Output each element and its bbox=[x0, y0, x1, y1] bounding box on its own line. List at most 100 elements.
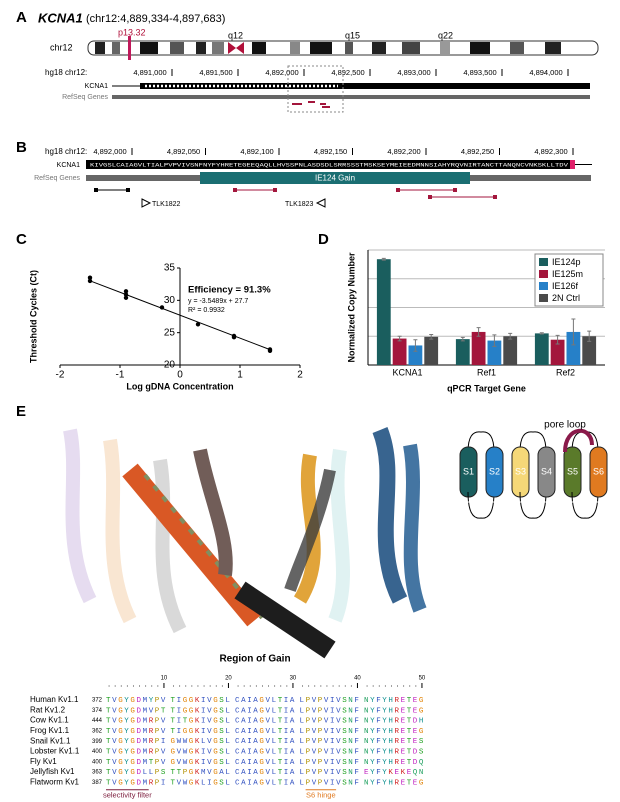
ideogram bbox=[87, 36, 599, 60]
segment bbox=[537, 446, 556, 498]
track-label: KCNA1 bbox=[57, 162, 80, 169]
x-tick-label: 0 bbox=[177, 370, 183, 381]
scale-label: 4,894,000 bbox=[529, 68, 562, 77]
scale: 4,891,000 4,891,500 4,892,000 4,892,500 4,89… bbox=[133, 68, 569, 77]
species: Human Kv1.1 bbox=[30, 695, 79, 704]
ruler-dot bbox=[145, 685, 147, 687]
primer-label: TLK1823 bbox=[285, 201, 314, 208]
scale-label: 4,892,300 bbox=[534, 147, 567, 156]
segment-label: S1 bbox=[463, 466, 474, 476]
pore-label: pore loop bbox=[544, 420, 586, 431]
ruler-dot bbox=[221, 685, 223, 687]
segment-label: S4 bbox=[541, 466, 552, 476]
protein-structure bbox=[63, 427, 427, 659]
ruler-label: 10 bbox=[161, 676, 168, 682]
loop bbox=[571, 491, 599, 519]
start: 444 bbox=[92, 718, 103, 724]
chart: KCNA1 Ref1 Ref2 IE124p IE125m IE126f 2N Ctrl qP… bbox=[346, 249, 605, 393]
bar bbox=[392, 338, 407, 365]
x-axis-title: Log gDNA Concentration bbox=[126, 381, 233, 391]
start: 400 bbox=[92, 749, 103, 755]
ruler-dot bbox=[326, 685, 328, 687]
point bbox=[123, 289, 129, 294]
panel-label: B bbox=[16, 139, 27, 156]
ruler-dot bbox=[344, 685, 346, 687]
scale-label: 4,892,500 bbox=[331, 68, 364, 77]
bar bbox=[408, 345, 423, 365]
band-label: q15 bbox=[345, 30, 360, 40]
bar bbox=[550, 339, 565, 365]
chromosome-label: chr12 bbox=[50, 42, 73, 52]
ruler-dot bbox=[157, 685, 159, 687]
ruler-dot bbox=[139, 685, 141, 687]
legend-label: IE126f bbox=[552, 281, 579, 291]
sequence: KIVGSLCAIAGVLTIALPVPVIVSNFNYFYHRETEGEEQA… bbox=[90, 161, 569, 168]
annotation: selectivity filter bbox=[103, 791, 152, 800]
x-tick-label: KCNA1 bbox=[392, 367, 422, 377]
point bbox=[159, 305, 165, 310]
segment-label: S6 bbox=[593, 466, 604, 476]
scale-label: 4,893,000 bbox=[397, 68, 430, 77]
bar bbox=[566, 331, 581, 365]
scale-label: 4,891,500 bbox=[199, 68, 232, 77]
x-tick-label: -2 bbox=[56, 370, 65, 381]
start: 400 bbox=[92, 759, 103, 765]
bar bbox=[487, 340, 502, 365]
ruler-dot bbox=[132, 685, 134, 687]
segment bbox=[485, 446, 504, 498]
alignment: 10 20 30 40 50 Human Kv1.1 372 T V G Y G D M Y P V T I G G K I… bbox=[30, 676, 426, 800]
scale-label: 4,892,100 bbox=[240, 147, 273, 156]
ruler-dot bbox=[338, 685, 340, 687]
panel-label: A bbox=[16, 9, 27, 26]
ruler-dot bbox=[126, 685, 128, 687]
gene-end bbox=[570, 160, 575, 169]
point bbox=[195, 322, 201, 327]
ruler-dot bbox=[332, 685, 334, 687]
loop bbox=[467, 491, 495, 519]
segment-label: S2 bbox=[489, 466, 500, 476]
error-bar bbox=[492, 334, 497, 347]
error-bar bbox=[539, 332, 544, 335]
panel-label: D bbox=[318, 231, 329, 248]
ruler-dot bbox=[114, 685, 116, 687]
scale-label: 4,892,150 bbox=[314, 147, 347, 156]
ruler-dot bbox=[403, 685, 405, 687]
x-tick-label: -1 bbox=[116, 370, 125, 381]
ruler-dot bbox=[185, 685, 187, 687]
annotation: S6 hinge bbox=[306, 791, 336, 800]
start: 362 bbox=[92, 728, 103, 734]
species: Rat Kv1.2 bbox=[30, 705, 66, 714]
point bbox=[87, 278, 93, 284]
x-tick-label: Ref1 bbox=[477, 367, 496, 377]
band-label: q12 bbox=[228, 30, 243, 40]
y-tick-label: 25 bbox=[164, 327, 176, 338]
point bbox=[123, 295, 129, 300]
legend-label: IE124p bbox=[552, 257, 581, 267]
error-bar bbox=[476, 327, 481, 337]
annotation: y = -3.5489x + 27.7 bbox=[188, 298, 248, 305]
legend-label: 2N Ctrl bbox=[552, 293, 580, 303]
region-label: IE124 Gain bbox=[315, 174, 355, 183]
loop bbox=[519, 431, 547, 453]
ruler-label: 30 bbox=[290, 676, 297, 682]
ruler-dot bbox=[286, 685, 288, 687]
ruler-dot bbox=[308, 685, 310, 687]
ruler-dot bbox=[120, 685, 122, 687]
ruler-dot bbox=[243, 685, 245, 687]
panel-label: C bbox=[16, 231, 27, 248]
segment-label: S3 bbox=[515, 466, 526, 476]
legend-swatch bbox=[539, 282, 548, 290]
ruler-dot bbox=[179, 685, 181, 687]
scale-label: 4,892,000 bbox=[265, 68, 298, 77]
primer-label: TLK1822 bbox=[152, 201, 181, 208]
band-label: q22 bbox=[438, 30, 453, 40]
segment-label: S5 bbox=[567, 466, 578, 476]
gene-track bbox=[86, 160, 574, 169]
ruler-dot bbox=[151, 685, 153, 687]
